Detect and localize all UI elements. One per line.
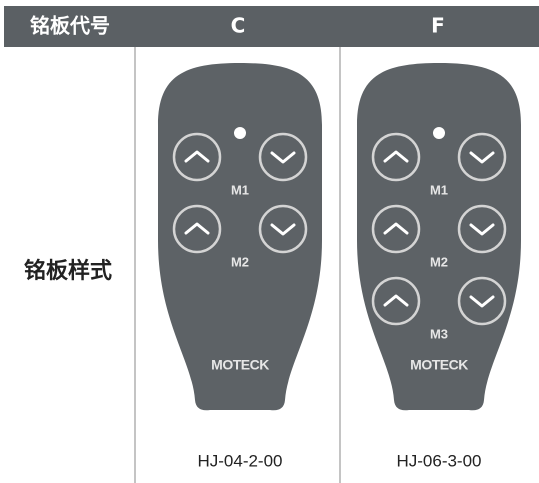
header-bar (4, 6, 539, 47)
button (258, 204, 308, 254)
button-label: M1 (231, 182, 249, 197)
button (258, 132, 308, 182)
down-arrow (270, 151, 296, 164)
button (457, 276, 507, 326)
button-label: M1 (430, 182, 448, 197)
remote-body (158, 63, 322, 411)
model-code: HJ-06-3-00 (396, 451, 481, 470)
up-arrow (383, 150, 409, 163)
button (371, 276, 421, 326)
brand: MOTECK (211, 357, 269, 373)
button (371, 204, 421, 254)
row-label: 铭板样式 (24, 258, 112, 284)
brand: MOTECK (410, 357, 468, 373)
up-arrow (383, 222, 409, 235)
header-column: C (231, 14, 246, 38)
button (371, 132, 421, 182)
model-code: HJ-04-2-00 (197, 451, 282, 470)
button (457, 132, 507, 182)
up-arrow (184, 222, 210, 235)
down-arrow (469, 295, 495, 308)
header-column: F (431, 14, 445, 38)
up-arrow (184, 150, 210, 163)
button-label: M2 (430, 254, 448, 269)
header-label: 铭板代号 (30, 14, 110, 38)
down-arrow (469, 223, 495, 236)
button (457, 204, 507, 254)
button-label: M3 (430, 326, 448, 341)
down-arrow (469, 151, 495, 164)
button (172, 132, 222, 182)
button (172, 204, 222, 254)
indicator-dot (234, 127, 246, 139)
button-label: M2 (231, 254, 249, 269)
down-arrow (270, 223, 296, 236)
up-arrow (383, 294, 409, 307)
indicator-dot (433, 127, 445, 139)
